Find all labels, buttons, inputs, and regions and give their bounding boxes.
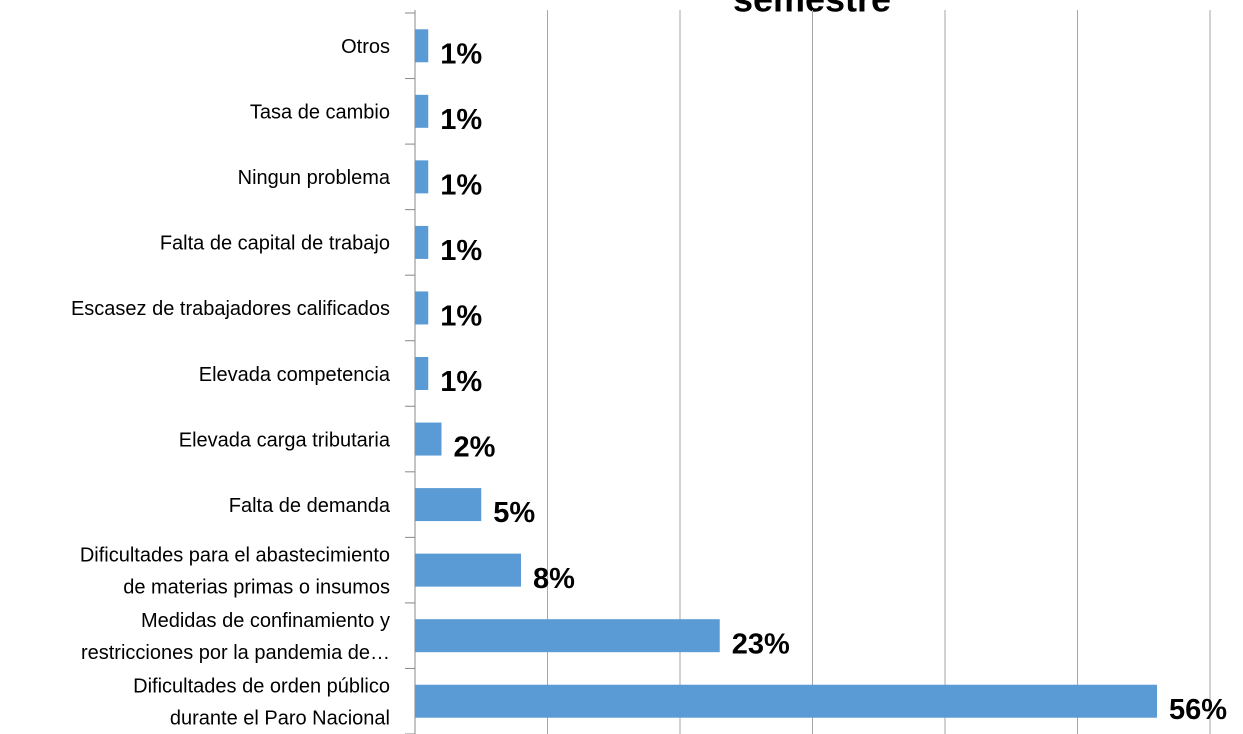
y-tick-label: Tasa de cambio: [250, 102, 390, 124]
bar: [415, 619, 720, 653]
bar: [415, 291, 429, 325]
bar: [415, 29, 429, 63]
value-label: 1%: [440, 301, 482, 333]
y-tick-label: de materias primas o insumos: [123, 576, 390, 598]
y-tick-label: durante el Paro Nacional: [170, 708, 390, 730]
y-tick-label: Ningun problema: [238, 167, 391, 189]
value-label: 23%: [732, 628, 790, 660]
bar: [415, 94, 429, 128]
y-tick-label: Dificultades de orden público: [133, 676, 390, 698]
value-label: 1%: [440, 366, 482, 398]
value-label: 2%: [454, 432, 496, 464]
value-label: 5%: [493, 497, 535, 529]
value-label: 1%: [440, 235, 482, 267]
y-tick-label: Falta de capital de trabajo: [160, 233, 390, 255]
value-label: 56%: [1169, 694, 1227, 726]
bar: [415, 684, 1157, 718]
bar: [415, 160, 429, 194]
value-label: 1%: [440, 170, 482, 202]
bar: [415, 422, 442, 456]
chart-title: semestre: [733, 0, 891, 20]
bar: [415, 553, 521, 587]
y-tick-label: Falta de demanda: [229, 495, 391, 517]
value-label: 8%: [533, 563, 575, 595]
bar: [415, 225, 429, 259]
value-label: 1%: [440, 104, 482, 136]
y-tick-label: Dificultades para el abastecimiento: [80, 544, 390, 566]
y-tick-label: Medidas de confinamiento y: [141, 610, 390, 632]
bar: [415, 488, 482, 522]
y-tick-label: restricciones por la pandemia de…: [81, 642, 390, 664]
bar: [415, 357, 429, 390]
y-tick-label: Otros: [341, 36, 390, 58]
y-tick-label: Elevada carga tributaria: [179, 429, 391, 451]
value-label: 1%: [440, 38, 482, 70]
y-tick-label: Elevada competencia: [199, 364, 391, 386]
y-tick-label: Escasez de trabajadores calificados: [71, 298, 390, 320]
